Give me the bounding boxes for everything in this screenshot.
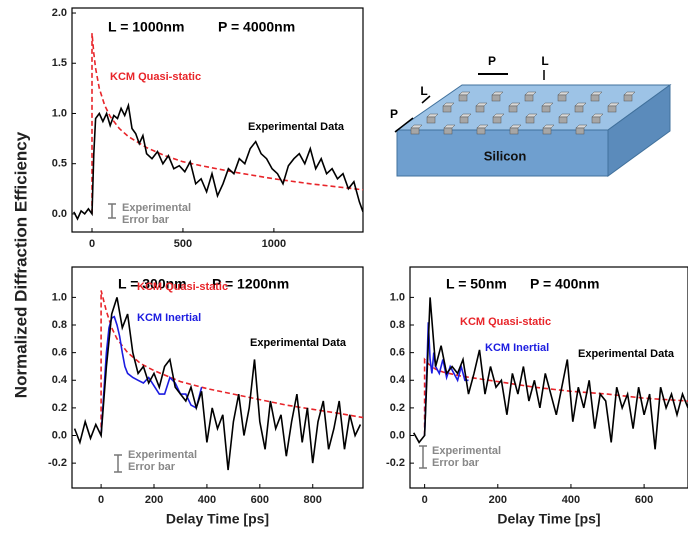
y-tick-label: 1.0	[52, 107, 67, 119]
y-tick-label: -0.2	[386, 457, 405, 469]
x-tick-label: 0	[89, 238, 95, 250]
error-bar-note: Error bar	[432, 457, 480, 469]
y-tick-label: 0.4	[390, 374, 406, 386]
slab-side	[607, 84, 671, 177]
cube-front	[442, 105, 452, 113]
cube-front	[590, 94, 600, 102]
length-label: L	[420, 84, 427, 98]
error-bar-note: Error bar	[122, 214, 170, 226]
cube-front	[410, 127, 420, 135]
period-label: P	[488, 54, 496, 68]
model-curve	[100, 290, 363, 436]
y-tick-label: 0.0	[52, 208, 67, 220]
legend-entry: KCM Inertial	[485, 342, 549, 354]
cube-front	[575, 127, 585, 135]
l-arrow	[421, 95, 431, 104]
panel-label: P = 400nm	[530, 276, 599, 292]
data-curve	[73, 297, 362, 471]
cube-front	[591, 116, 601, 124]
cube-front	[492, 116, 502, 124]
x-tick-label: 200	[489, 494, 507, 506]
cube-front	[475, 105, 485, 113]
legend-entry: KCM Quasi-static	[110, 71, 201, 83]
x-tick-label: 200	[145, 494, 163, 506]
y-tick-label: 0.2	[52, 402, 67, 414]
period-label: P	[390, 107, 398, 121]
cube-front	[525, 116, 535, 124]
silicon-diagram: Silicon P L L P	[390, 54, 672, 177]
cube-front	[524, 94, 534, 102]
panel-label: L = 1000nm	[108, 19, 184, 35]
y-tick-label: 0.0	[390, 429, 405, 441]
cube-front	[491, 94, 501, 102]
x-tick-label: 600	[251, 494, 269, 506]
model-curve	[91, 33, 363, 214]
error-bar-note: Experimental	[128, 449, 197, 461]
cube-front	[557, 94, 567, 102]
y-tick-label: 1.0	[52, 291, 67, 303]
data-curve	[100, 315, 203, 436]
cube-front	[542, 127, 552, 135]
legend-entry: KCM Inertial	[137, 312, 201, 324]
legend-entry: Experimental Data	[578, 348, 675, 360]
x-tick-label: 500	[174, 238, 192, 250]
y-tick-label: 0.2	[390, 402, 405, 414]
cube-front	[443, 127, 453, 135]
y-tick-label: 0.6	[52, 347, 67, 359]
y-tick-label: 1.5	[52, 57, 67, 69]
legend-entry: Experimental Data	[248, 121, 345, 133]
panel-label: P = 4000nm	[218, 19, 295, 35]
cube-front	[476, 127, 486, 135]
x-tick-label: 400	[198, 494, 216, 506]
x-axis-title: Delay Time [ps]	[497, 511, 600, 527]
y-tick-label: 0.8	[390, 319, 405, 331]
y-tick-label: 0.4	[52, 374, 68, 386]
cube-front	[623, 94, 633, 102]
y-tick-label: 0.6	[390, 347, 405, 359]
y-tick-label: -0.2	[48, 457, 67, 469]
p-arrow	[394, 117, 414, 133]
cube-front	[459, 116, 469, 124]
data-curve	[413, 297, 688, 450]
data-curve	[73, 102, 363, 221]
y-tick-label: 0.8	[52, 319, 67, 331]
material-label: Silicon	[484, 148, 527, 163]
error-bar-note: Experimental	[122, 202, 191, 214]
x-tick-label: 600	[635, 494, 653, 506]
data-curve	[423, 322, 469, 436]
x-tick-label: 800	[304, 494, 322, 506]
x-tick-label: 1000	[262, 238, 286, 250]
plot-frame	[71, 7, 364, 233]
y-axis-title: Normalized Diffraction Efficiency	[11, 131, 30, 398]
cube-front	[458, 94, 468, 102]
length-label: L	[541, 54, 548, 68]
panel-label: P = 1200nm	[212, 276, 289, 292]
plot-frame	[71, 266, 364, 489]
y-tick-label: 2.0	[52, 7, 67, 19]
error-bar-note: Experimental	[432, 445, 501, 457]
x-axis-title: Delay Time [ps]	[166, 511, 269, 527]
x-tick-label: 0	[422, 494, 428, 506]
cube-front	[426, 116, 436, 124]
cube-front	[574, 105, 584, 113]
legend-entry: KCM Quasi-static	[137, 281, 228, 293]
legend-entry: KCM Quasi-static	[460, 316, 551, 328]
cube-front	[558, 116, 568, 124]
cube-front	[541, 105, 551, 113]
panel-label: L = 300nm	[118, 276, 187, 292]
panel-label: L = 50nm	[446, 276, 507, 292]
y-tick-label: 1.0	[390, 291, 405, 303]
model-curve	[423, 357, 688, 436]
x-tick-label: 400	[562, 494, 580, 506]
x-tick-label: 0	[98, 494, 104, 506]
cube-front	[509, 127, 519, 135]
y-tick-label: 0.5	[52, 158, 67, 170]
cube-front	[607, 105, 617, 113]
cube-front	[508, 105, 518, 113]
y-tick-label: 0.0	[52, 429, 67, 441]
legend-entry: Experimental Data	[250, 337, 347, 349]
error-bar-note: Error bar	[128, 461, 176, 473]
plot-frame	[409, 266, 688, 489]
